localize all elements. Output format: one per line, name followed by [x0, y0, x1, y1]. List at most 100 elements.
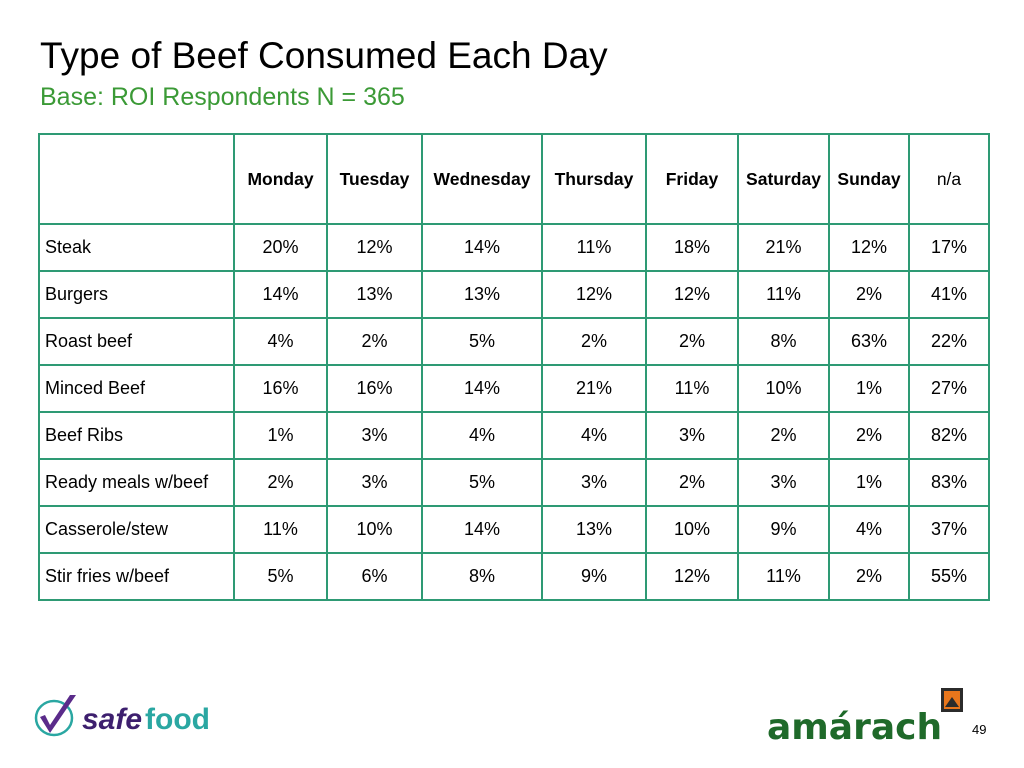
table-cell: 12%	[326, 223, 423, 272]
row-label: Casserole/stew	[38, 505, 235, 554]
table-cell: 14%	[421, 223, 543, 272]
table-cell: 5%	[421, 317, 543, 366]
table-cell: 4%	[828, 505, 910, 554]
table-cell: 2%	[541, 317, 647, 366]
safefood-check-icon	[34, 695, 76, 737]
safefood-logo: safe food	[34, 695, 210, 737]
table-cell: 83%	[908, 458, 990, 507]
column-header-tuesday: Tuesday	[326, 133, 423, 225]
table-cell: 9%	[737, 505, 830, 554]
table-cell: 1%	[828, 458, 910, 507]
table-cell: 12%	[541, 270, 647, 319]
table-cell: 1%	[828, 364, 910, 413]
table-cell: 10%	[737, 364, 830, 413]
table-cell: 16%	[233, 364, 328, 413]
table-cell: 12%	[645, 270, 739, 319]
table-cell: 9%	[541, 552, 647, 601]
table-cell: 10%	[326, 505, 423, 554]
table-cell: 11%	[737, 270, 830, 319]
table-cell: 2%	[233, 458, 328, 507]
table-cell: 14%	[421, 505, 543, 554]
table-cell: 2%	[645, 458, 739, 507]
table-cell: 5%	[233, 552, 328, 601]
row-label: Stir fries w/beef	[38, 552, 235, 601]
table-cell: 12%	[645, 552, 739, 601]
safefood-logo-safe: safe	[82, 703, 142, 736]
table-cell: 63%	[828, 317, 910, 366]
table-header-row: Monday Tuesday Wednesday Thursday Friday…	[38, 133, 990, 225]
row-label: Steak	[38, 223, 235, 272]
table-cell: 41%	[908, 270, 990, 319]
table-cell: 14%	[233, 270, 328, 319]
table-cell: 20%	[233, 223, 328, 272]
table-cell: 14%	[421, 364, 543, 413]
table-row: Casserole/stew 11% 10% 14% 13% 10% 9% 4% 37%	[38, 505, 990, 554]
table-cell: 3%	[541, 458, 647, 507]
table-cell: 16%	[326, 364, 423, 413]
column-header-saturday: Saturday	[737, 133, 830, 225]
column-header-monday: Monday	[233, 133, 328, 225]
table-cell: 8%	[421, 552, 543, 601]
table-row: Roast beef 4% 2% 5% 2% 2% 8% 63% 22%	[38, 317, 990, 366]
beef-consumption-table: Monday Tuesday Wednesday Thursday Friday…	[38, 133, 990, 601]
table-cell: 8%	[737, 317, 830, 366]
table-cell: 22%	[908, 317, 990, 366]
table-cell: 3%	[737, 458, 830, 507]
table-cell: 2%	[828, 552, 910, 601]
table-cell: 6%	[326, 552, 423, 601]
table-cell: 18%	[645, 223, 739, 272]
table-cell: 55%	[908, 552, 990, 601]
row-label: Burgers	[38, 270, 235, 319]
table-cell: 10%	[645, 505, 739, 554]
table-cell: 3%	[326, 411, 423, 460]
table-row: Burgers 14% 13% 13% 12% 12% 11% 2% 41%	[38, 270, 990, 319]
slide-subtitle: Base: ROI Respondents N = 365	[40, 83, 405, 111]
table-cell: 3%	[326, 458, 423, 507]
table-row: Steak 20% 12% 14% 11% 18% 21% 12% 17%	[38, 223, 990, 272]
table-cell: 5%	[421, 458, 543, 507]
row-label: Beef Ribs	[38, 411, 235, 460]
row-label: Minced Beef	[38, 364, 235, 413]
column-header-na: n/a	[908, 133, 990, 225]
table-row: Beef Ribs 1% 3% 4% 4% 3% 2% 2% 82%	[38, 411, 990, 460]
amarach-logo-text: amárach	[767, 707, 942, 748]
table-cell: 12%	[828, 223, 910, 272]
page-number: 49	[972, 722, 987, 737]
table-cell: 4%	[541, 411, 647, 460]
table-cell: 11%	[233, 505, 328, 554]
table-cell: 4%	[233, 317, 328, 366]
row-label: Ready meals w/beef	[38, 458, 235, 507]
table-cell: 1%	[233, 411, 328, 460]
table-cell: 11%	[541, 223, 647, 272]
column-header-friday: Friday	[645, 133, 739, 225]
table-cell: 2%	[326, 317, 423, 366]
slide-title: Type of Beef Consumed Each Day	[40, 35, 608, 76]
table-cell: 27%	[908, 364, 990, 413]
row-label: Roast beef	[38, 317, 235, 366]
header-corner-cell	[38, 133, 235, 225]
table-cell: 21%	[541, 364, 647, 413]
table-cell: 11%	[737, 552, 830, 601]
table-cell: 11%	[645, 364, 739, 413]
table-cell: 2%	[645, 317, 739, 366]
table-cell: 3%	[645, 411, 739, 460]
table-row: Minced Beef 16% 16% 14% 21% 11% 10% 1% 27%	[38, 364, 990, 413]
table-row: Stir fries w/beef 5% 6% 8% 9% 12% 11% 2% 55%	[38, 552, 990, 601]
table-cell: 13%	[541, 505, 647, 554]
table-cell: 13%	[326, 270, 423, 319]
table-cell: 2%	[828, 411, 910, 460]
table-cell: 82%	[908, 411, 990, 460]
table-cell: 2%	[737, 411, 830, 460]
table-cell: 21%	[737, 223, 830, 272]
table-cell: 4%	[421, 411, 543, 460]
table-cell: 37%	[908, 505, 990, 554]
amarach-arrow-icon	[941, 688, 963, 712]
amarach-logo: amárach	[767, 688, 963, 748]
table-cell: 2%	[828, 270, 910, 319]
column-header-sunday: Sunday	[828, 133, 910, 225]
column-header-thursday: Thursday	[541, 133, 647, 225]
table-row: Ready meals w/beef 2% 3% 5% 3% 2% 3% 1% 83%	[38, 458, 990, 507]
safefood-logo-food: food	[145, 703, 210, 736]
table-cell: 13%	[421, 270, 543, 319]
table-cell: 17%	[908, 223, 990, 272]
